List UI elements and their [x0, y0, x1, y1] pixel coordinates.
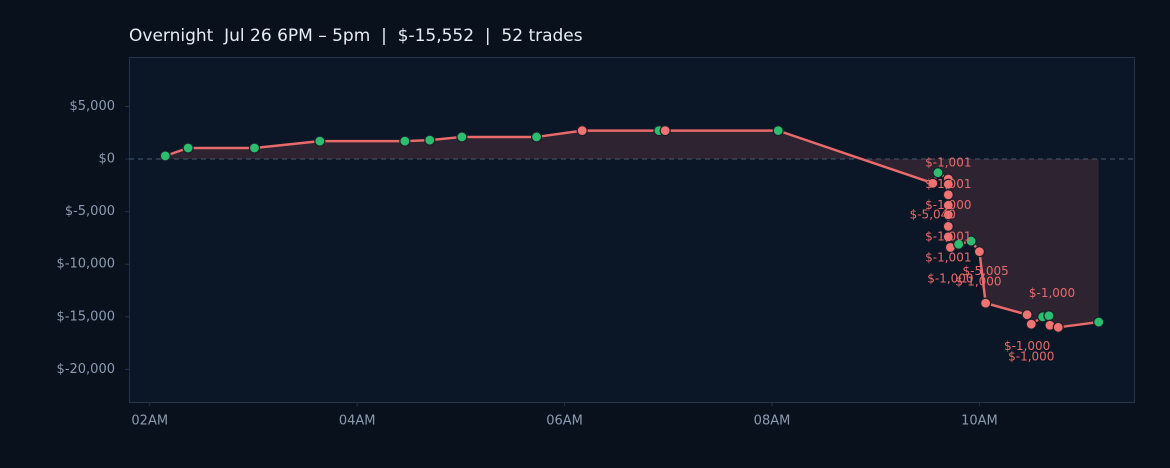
trade-marker — [314, 135, 326, 147]
trade-marker — [927, 177, 939, 189]
trade-marker — [772, 125, 784, 137]
trade-marker — [1025, 318, 1037, 330]
trade-marker — [965, 235, 977, 247]
trade-marker — [1093, 316, 1105, 328]
x-tick-label: 10AM — [961, 414, 998, 429]
trade-marker — [456, 131, 468, 143]
y-tick-label: $-5,000 — [65, 204, 115, 219]
trade-marker — [159, 150, 171, 162]
trade-marker — [1021, 309, 1033, 321]
annotation: $-1,001 — [925, 156, 971, 170]
annotation: $-1,000 — [1029, 286, 1075, 300]
trade-marker — [1052, 321, 1064, 333]
trade-marker — [248, 142, 261, 154]
x-tick-label: 02AM — [131, 414, 168, 429]
trade-marker — [399, 135, 411, 147]
y-tick-label: $-10,000 — [57, 257, 115, 272]
trade-marker — [942, 231, 954, 243]
annotation: $-1,001 — [925, 229, 971, 243]
annotation: $-5,040 — [910, 207, 956, 221]
trade-marker — [1043, 310, 1055, 322]
annotation: $-1,000 — [925, 198, 971, 212]
trade-marker — [182, 142, 194, 154]
trade-marker — [576, 125, 588, 137]
trade-marker — [659, 125, 671, 137]
y-tick-label: $-15,000 — [57, 309, 115, 324]
x-tick-label: 06AM — [546, 414, 583, 429]
trade-marker — [932, 167, 944, 179]
annotation: $-5,005 — [962, 264, 1008, 278]
trade-marker — [953, 238, 965, 250]
x-tick-label: 08AM — [754, 414, 791, 429]
trade-marker — [942, 209, 954, 221]
trade-marker — [980, 297, 992, 309]
annotation: $-1,001 — [925, 177, 971, 191]
annotation: $-1,000 — [1004, 339, 1050, 353]
plot-area — [129, 57, 1135, 403]
chart-title: Overnight Jul 26 6PM – 5pm | $-15,552 | … — [129, 26, 583, 46]
y-tick-label: $-20,000 — [57, 362, 115, 377]
y-tick-label: $5,000 — [70, 99, 116, 114]
annotation: $-1,001 — [925, 250, 971, 264]
trade-marker — [530, 131, 543, 143]
x-tick-label: 04AM — [339, 414, 376, 429]
trade-marker — [424, 134, 436, 146]
annotation: $-1,000 — [927, 271, 973, 285]
trade-marker — [973, 245, 986, 258]
y-tick-label: $0 — [98, 152, 115, 167]
annotation: $-1,000 — [955, 275, 1001, 289]
annotation: $-1,000 — [1008, 349, 1054, 363]
